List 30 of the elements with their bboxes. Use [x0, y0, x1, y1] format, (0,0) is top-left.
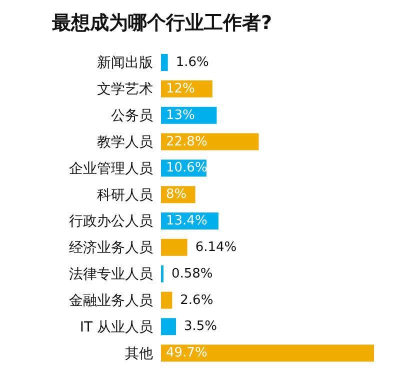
- bar: [161, 292, 172, 309]
- bar: [161, 344, 374, 362]
- y-tick-label: 企业管理人员: [69, 160, 153, 177]
- y-tick-label: 其他: [125, 346, 153, 362]
- data-label: 12%: [166, 81, 195, 96]
- y-tick-label: 新闻出版: [97, 55, 153, 72]
- chart-title: 最想成为哪个行业工作者?: [52, 11, 272, 36]
- data-label: 3.5%: [184, 319, 218, 334]
- data-label: 2.6%: [180, 292, 214, 308]
- y-tick-label: 行政办公人员: [69, 214, 153, 230]
- y-tick-label: IT 从业人员: [80, 319, 153, 336]
- data-label: 6.14%: [195, 240, 237, 255]
- y-tick-label: 文学艺术: [97, 82, 153, 98]
- data-label: 13.4%: [166, 214, 208, 228]
- y-tick-label: 经济业务人员: [69, 240, 153, 256]
- data-label: 8%: [166, 187, 187, 202]
- y-tick-label: 科研人员: [97, 187, 153, 204]
- data-label: 0.58%: [171, 266, 213, 282]
- bar: [161, 54, 168, 71]
- data-label: 22.8%: [166, 134, 208, 150]
- y-tick-label: 法律专业人员: [69, 266, 153, 283]
- bar: [161, 238, 188, 256]
- y-tick-label: 公务员: [111, 108, 153, 124]
- y-tick-label: 金融业务人员: [69, 292, 153, 309]
- data-label: 13%: [166, 108, 195, 123]
- data-label: 1.6%: [176, 55, 209, 70]
- bar: [161, 318, 176, 336]
- y-tick-label: 教学人员: [97, 134, 153, 150]
- data-label: 10.6%: [166, 160, 208, 176]
- data-label: 49.7%: [166, 346, 208, 361]
